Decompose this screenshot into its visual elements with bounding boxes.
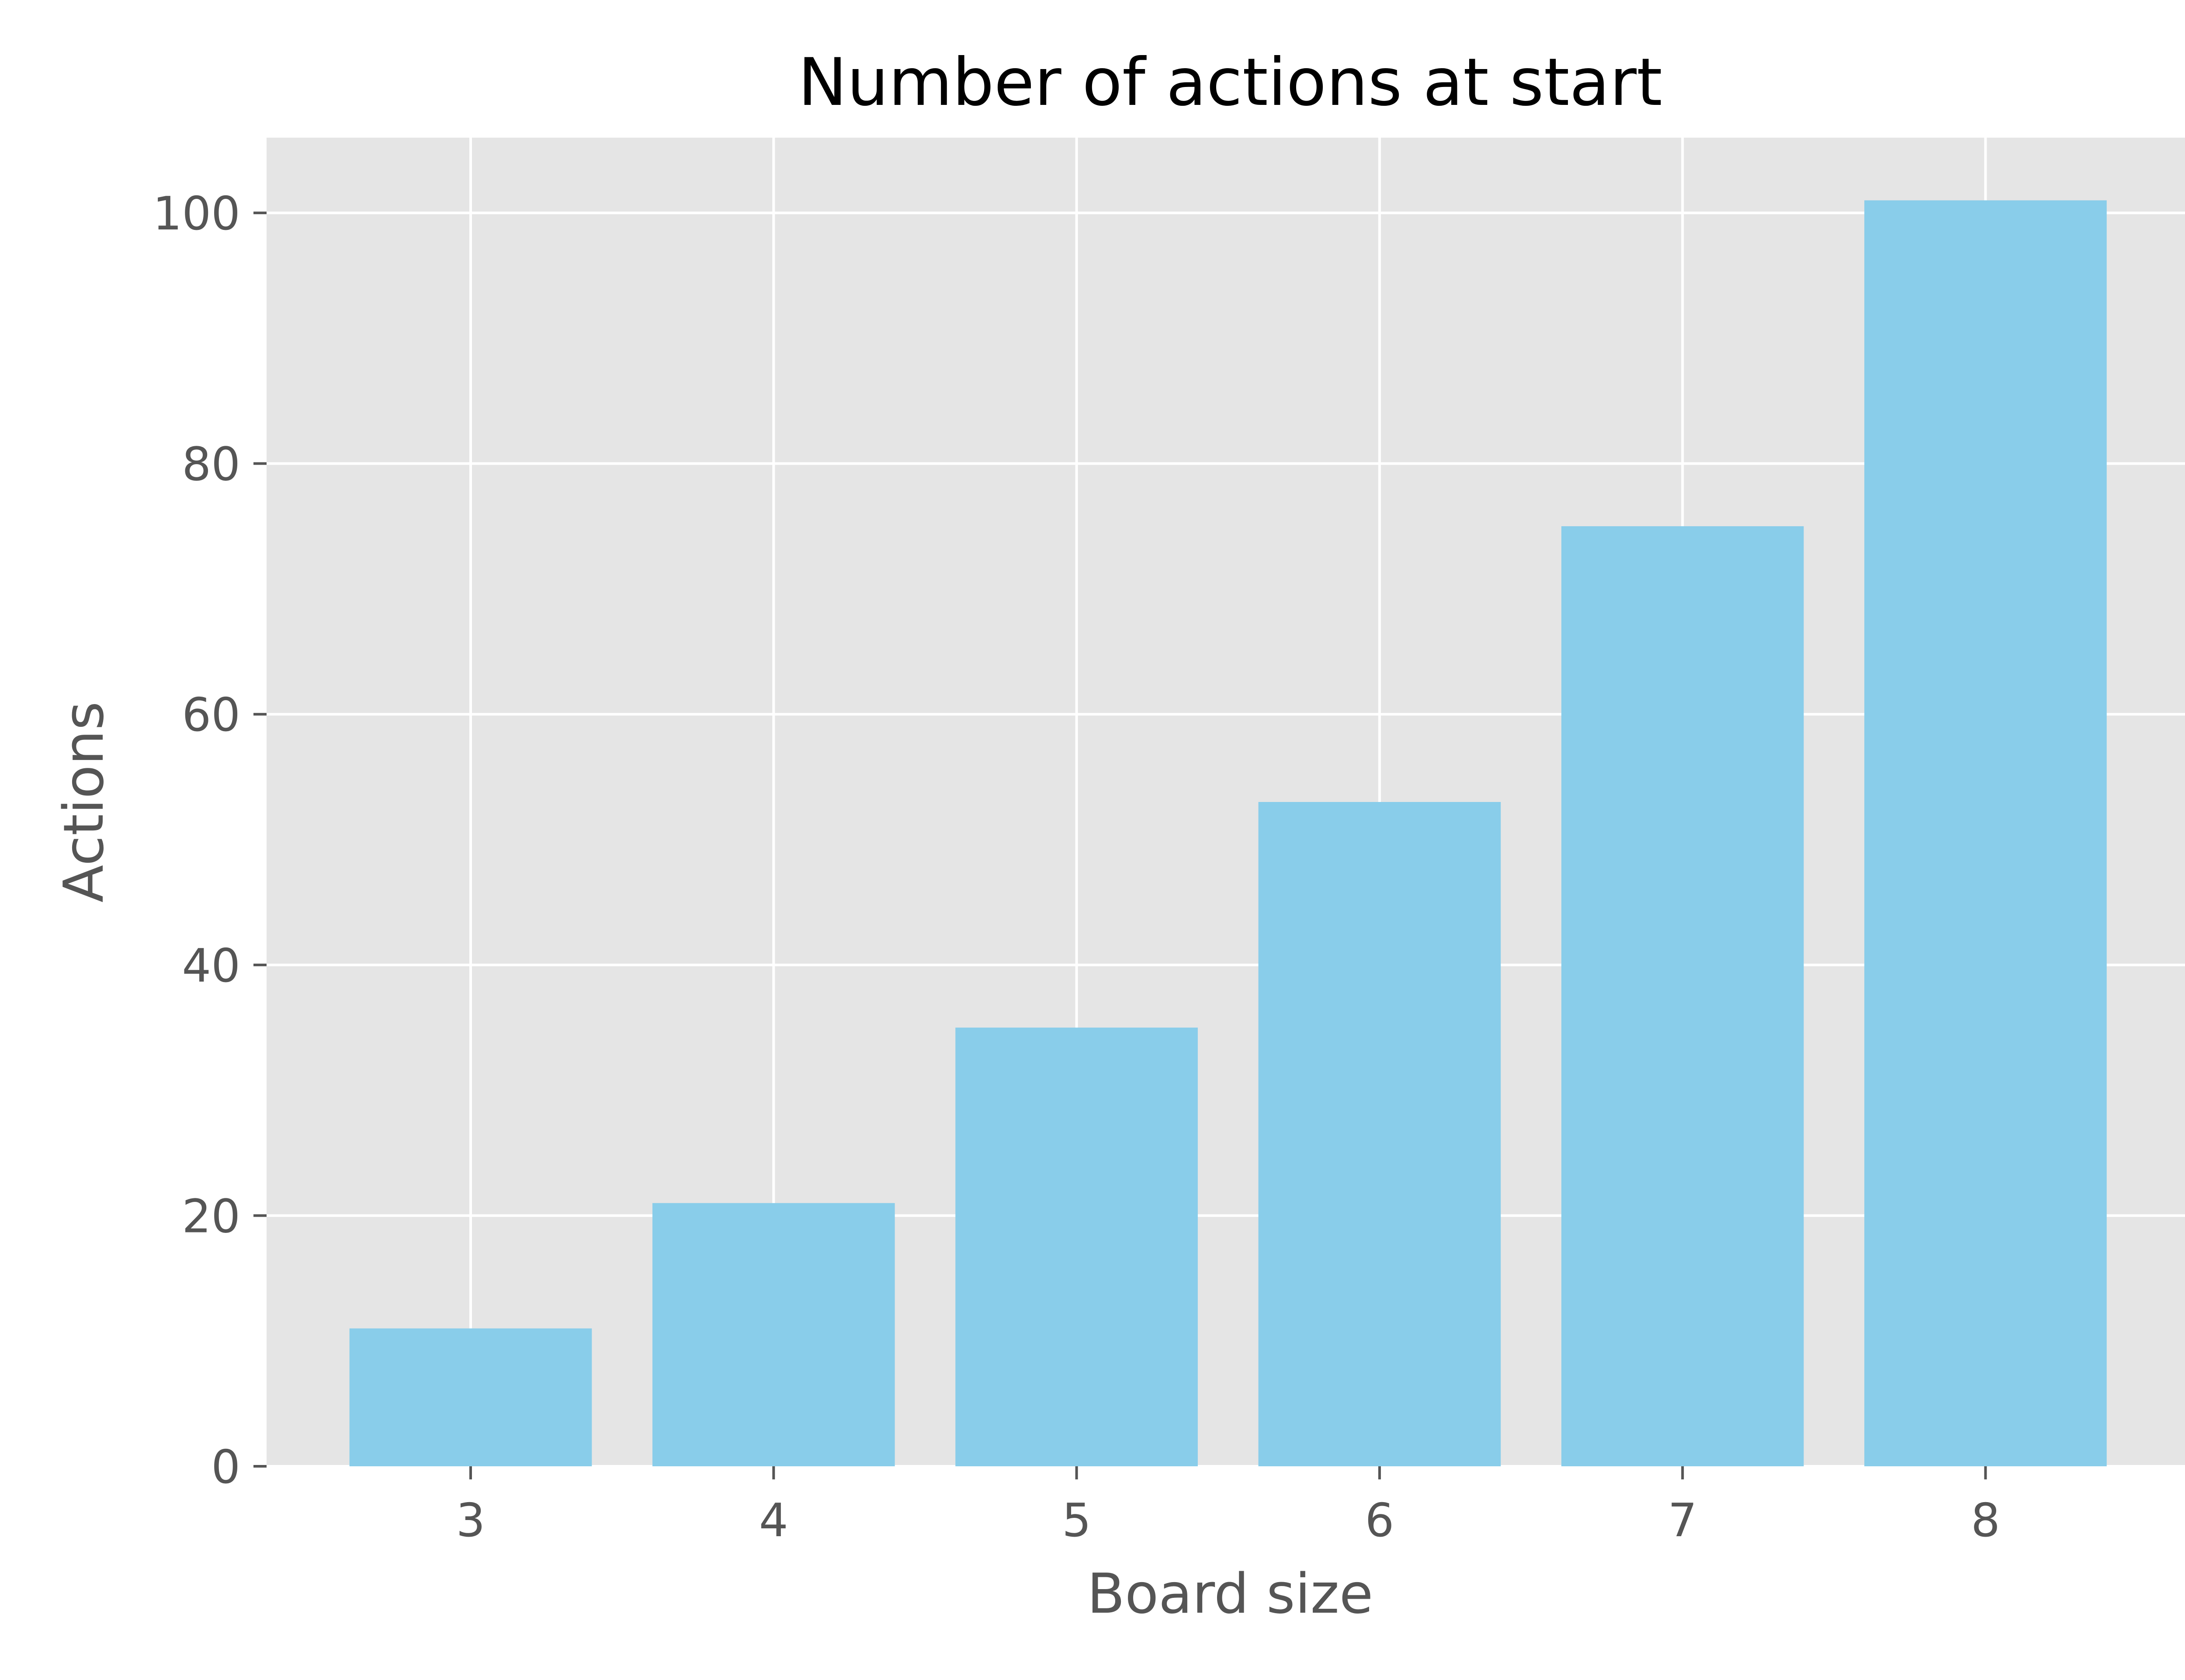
x-axis-label: Board size: [1087, 1562, 1373, 1626]
y-axis-label: Actions: [52, 701, 116, 902]
ticks-layer: 0 20 40 60 80 100 3 4 5 6 7 8: [153, 187, 2000, 1547]
y-tick-label: 100: [153, 187, 240, 240]
y-tick-label: 20: [182, 1190, 240, 1243]
x-tick-label: 4: [759, 1494, 788, 1547]
bar-5: [955, 1027, 1198, 1466]
bar-3: [349, 1328, 592, 1466]
bar-6: [1258, 802, 1501, 1466]
y-tick-label: 80: [182, 438, 240, 491]
chart-title: Number of actions at start: [798, 45, 1662, 121]
x-tick-label: 8: [1971, 1494, 2000, 1547]
y-tick-label: 60: [182, 688, 240, 742]
bar-8: [1864, 200, 2107, 1466]
bar-4: [652, 1203, 895, 1466]
y-tick-label: 40: [182, 939, 240, 993]
x-tick-label: 7: [1668, 1494, 1697, 1547]
x-tick-label: 3: [456, 1494, 486, 1547]
bar-7: [1561, 526, 1804, 1466]
x-tick-label: 5: [1062, 1494, 1091, 1547]
y-tick-label: 0: [211, 1440, 240, 1494]
x-tick-label: 6: [1365, 1494, 1394, 1547]
bars-layer: [349, 200, 2107, 1466]
